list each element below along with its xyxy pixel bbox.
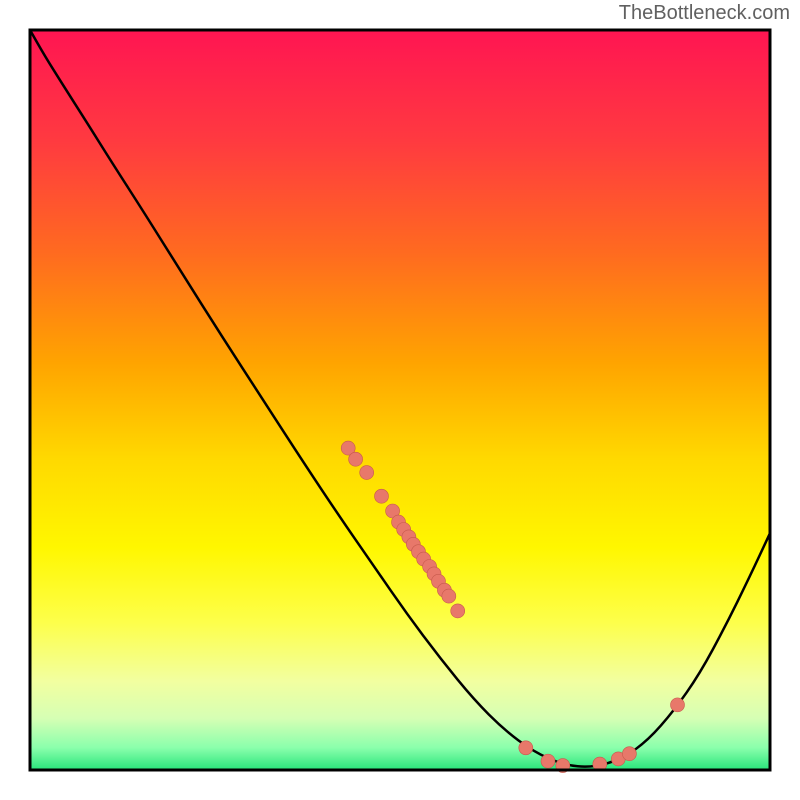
data-marker [622,747,636,761]
attribution-label: TheBottleneck.com [619,2,790,25]
data-marker [442,589,456,603]
chart-container: TheBottleneck.com [0,0,800,800]
chart-svg [0,0,800,800]
data-marker [671,698,685,712]
data-marker [451,604,465,618]
plot-background [30,30,770,770]
data-marker [360,466,374,480]
data-marker [349,452,363,466]
data-marker [541,754,555,768]
data-marker [375,489,389,503]
data-marker [519,741,533,755]
